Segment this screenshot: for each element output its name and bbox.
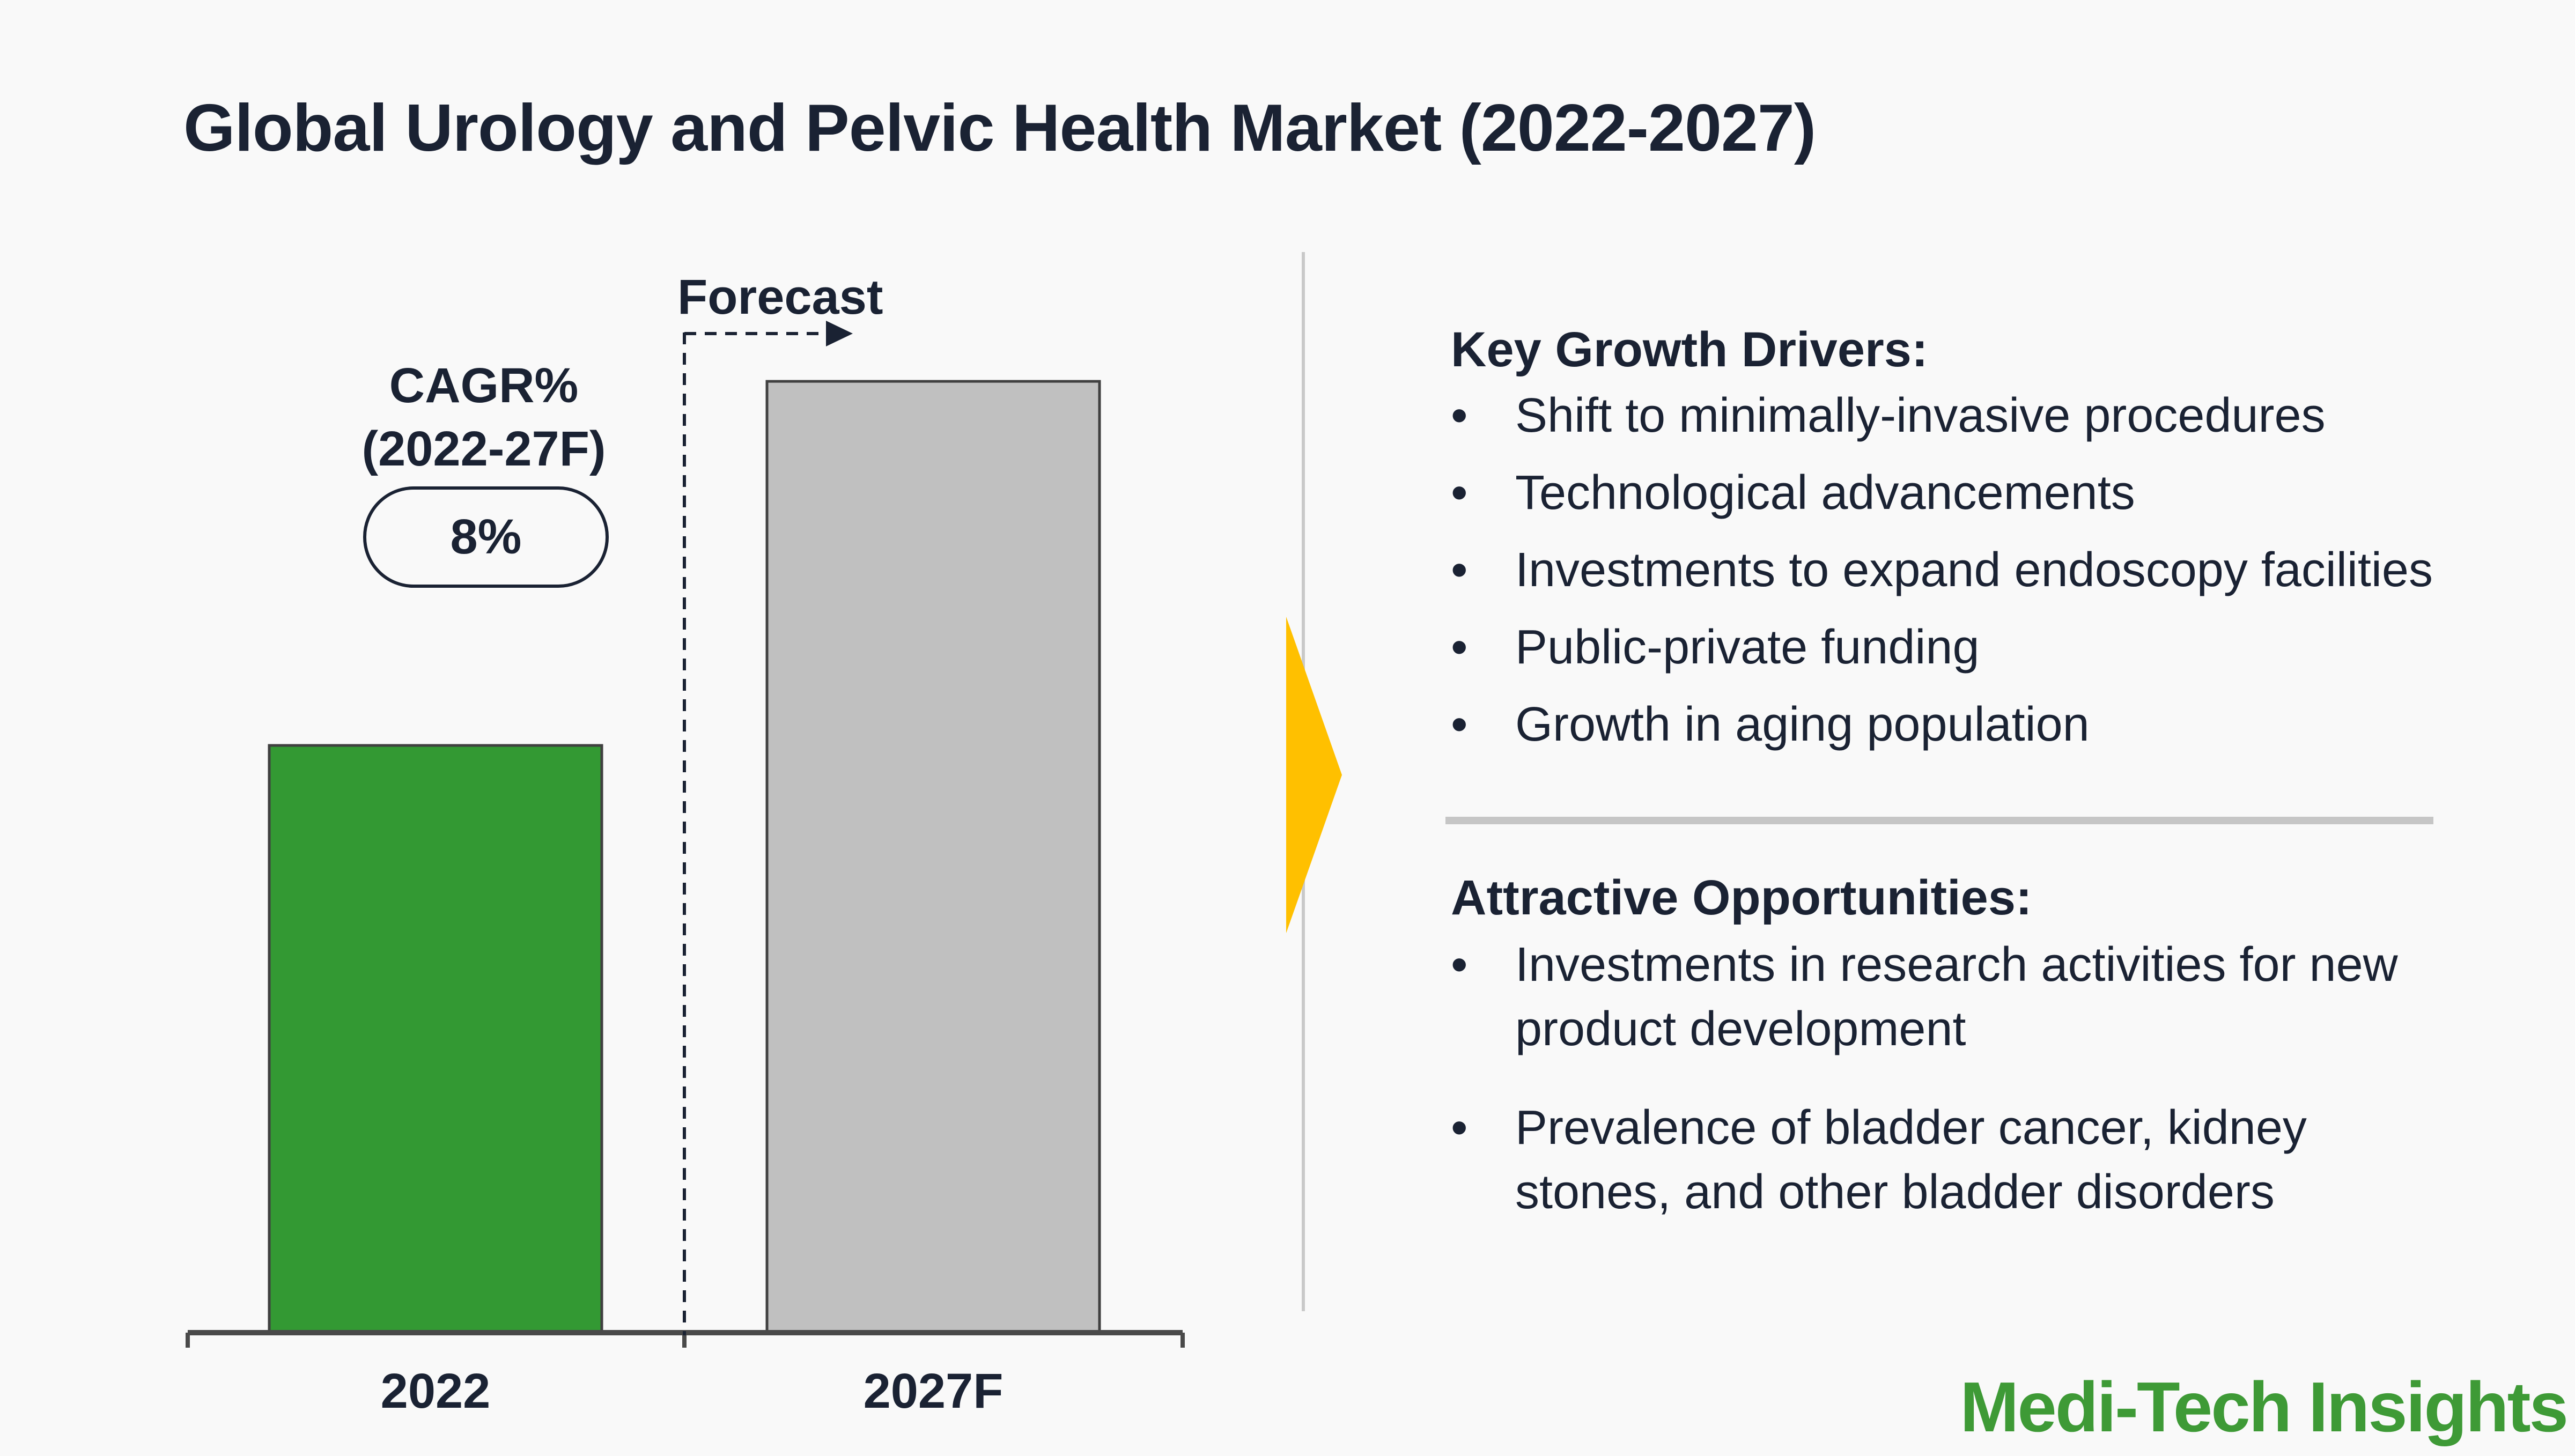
list-item: Growth in aging population (1451, 692, 2470, 757)
list-item: Prevalence of bladder cancer, kidney sto… (1451, 1096, 2443, 1224)
list-item: Public-private funding (1451, 615, 2470, 679)
market-bar-chart: 2022 2027F Forecast CAGR% (2022-27F) 8% (186, 270, 1185, 1418)
list-item: Investments in research activities for n… (1451, 933, 2443, 1061)
cagr-period: (2022-27F) (361, 422, 606, 476)
bar-2027F (765, 380, 1101, 1334)
list-item: Investments to expand endoscopy faciliti… (1451, 538, 2470, 602)
brand-logo: Medi-Tech Insights (1960, 1368, 2569, 1446)
drivers-heading: Key Growth Drivers: (1451, 322, 1928, 377)
page-title: Global Urology and Pelvic Health Market … (183, 91, 1816, 165)
growth-drivers-panel: Key Growth Drivers: Shift to minimally-i… (1451, 322, 2470, 770)
list-item: Shift to minimally-invasive procedures (1451, 383, 2470, 448)
cagr-label: CAGR% (389, 358, 579, 413)
forecast-label: Forecast (677, 270, 883, 324)
bar-2022 (268, 744, 603, 1334)
opportunities-list: Investments in research activities for n… (1451, 933, 2443, 1224)
x-tick-label: 2022 (381, 1364, 491, 1418)
cagr-badge (363, 486, 609, 588)
list-item: Technological advancements (1451, 461, 2470, 525)
section-divider (1445, 817, 2433, 824)
x-tick-label: 2027F (864, 1364, 1004, 1418)
cagr-value: 8% (451, 509, 522, 564)
opportunities-panel: Attractive Opportunities: Investments in… (1451, 870, 2443, 1259)
drivers-list: Shift to minimally-invasive procedures T… (1451, 383, 2470, 757)
opportunities-heading: Attractive Opportunities: (1451, 870, 2032, 925)
chevron-right-icon (1286, 617, 1342, 933)
arrow-right-icon (826, 321, 853, 346)
